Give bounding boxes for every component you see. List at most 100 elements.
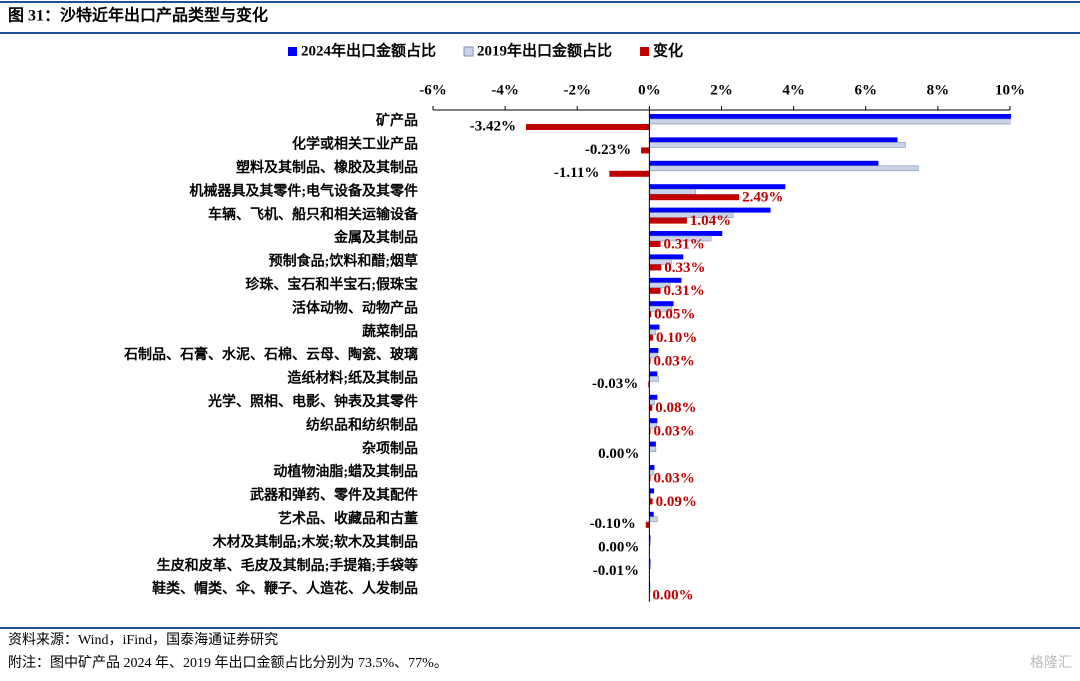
data-label: 0.00% xyxy=(598,540,639,556)
bar xyxy=(649,348,659,353)
category-label: 纺织品和纺织制品 xyxy=(306,416,418,433)
bar xyxy=(649,465,655,470)
bar xyxy=(649,188,696,195)
bar xyxy=(649,160,879,166)
x-tick-label: 6% xyxy=(855,82,878,98)
bar xyxy=(649,558,651,564)
source: 资料来源：Wind，iFind，国泰海通证券研究 xyxy=(8,632,278,648)
bar xyxy=(649,488,655,494)
category-label: 珍珠、宝石和半宝石;假珠宝 xyxy=(245,276,418,293)
bar xyxy=(649,376,659,382)
data-label: 0.31% xyxy=(664,236,705,252)
watermark: 格隆汇 xyxy=(1030,655,1072,671)
category-label: 矿产品 xyxy=(376,112,418,129)
data-label: -1.11% xyxy=(554,165,599,181)
bar xyxy=(649,311,652,318)
data-label: 0.00% xyxy=(598,446,639,462)
legend-swatch xyxy=(463,46,474,57)
data-label: 0.09% xyxy=(656,494,697,510)
category-label: 生皮和皮革、毛皮及其制品;手提箱;手袋等 xyxy=(157,557,418,574)
data-label: -0.10% xyxy=(590,516,636,532)
x-tick-label: -6% xyxy=(419,82,447,98)
bar xyxy=(649,334,653,341)
legend-label: 变化 xyxy=(653,41,683,59)
data-label: 0.31% xyxy=(664,283,705,299)
bar xyxy=(649,475,651,481)
x-tick-label: 2% xyxy=(710,82,733,98)
category-label: 金属及其制品 xyxy=(333,229,418,246)
x-tick-label: -4% xyxy=(491,82,519,98)
bar xyxy=(649,516,658,523)
legend-swatch xyxy=(288,47,297,56)
category-label: 预制食品;饮料和醋;烟草 xyxy=(269,253,418,270)
bar xyxy=(649,394,658,400)
data-label: 2.49% xyxy=(742,190,783,206)
bar xyxy=(649,142,906,148)
category-label: 塑料及其制品、橡胶及其制品 xyxy=(236,159,418,176)
data-label: 0.08% xyxy=(655,400,696,416)
category-label: 造纸材料;纸及其制品 xyxy=(287,370,418,387)
data-label: -0.03% xyxy=(592,376,638,392)
category-label: 机械器具及其零件;电气设备及其零件 xyxy=(189,182,418,199)
x-tick-label: 4% xyxy=(782,82,805,98)
bar xyxy=(649,324,660,330)
legend-label: 2019年出口金额占比 xyxy=(477,41,612,59)
category-label: 艺术品、收藏品和古董 xyxy=(278,510,418,527)
category-label: 光学、照相、电影、钟表及其零件 xyxy=(207,393,418,410)
bar xyxy=(649,231,723,236)
bar xyxy=(526,124,650,130)
data-label: -3.42% xyxy=(470,118,516,134)
bar xyxy=(649,114,1011,119)
bar xyxy=(649,329,657,335)
bar xyxy=(649,446,657,452)
category-label: 武器和弹药、零件及其配件 xyxy=(250,487,418,504)
category-label: 石制品、石膏、水泥、石棉、云母、陶瓷、玻璃 xyxy=(123,346,418,363)
bar xyxy=(649,184,786,190)
data-label: 0.03% xyxy=(653,424,694,440)
bar xyxy=(649,535,651,541)
data-label: 0.05% xyxy=(654,307,695,323)
x-tick-label: 8% xyxy=(927,82,950,98)
bar xyxy=(649,264,662,271)
bar xyxy=(649,404,653,411)
bar xyxy=(649,498,653,505)
bar xyxy=(641,147,650,154)
bar xyxy=(649,277,682,283)
bar xyxy=(649,217,687,224)
x-tick-label: 0% xyxy=(638,82,661,98)
bar xyxy=(649,418,658,424)
data-label: 0.00% xyxy=(652,587,693,603)
bar xyxy=(649,399,655,406)
bar xyxy=(645,521,650,528)
bar xyxy=(649,118,1011,125)
bar xyxy=(649,301,674,307)
legend-swatch xyxy=(640,47,650,56)
data-label: -0.01% xyxy=(593,563,639,579)
bar xyxy=(649,241,661,247)
category-label: 活体动物、动物产品 xyxy=(292,299,418,316)
bar xyxy=(649,358,651,364)
bar xyxy=(649,254,684,260)
category-label: 鞋类、帽类、伞、鞭子、人造花、人发制品 xyxy=(152,580,418,597)
bar xyxy=(649,287,661,294)
bar xyxy=(649,207,771,213)
data-label: 0.33% xyxy=(664,260,705,276)
x-tick-label: 10% xyxy=(995,82,1025,98)
x-tick-label: -2% xyxy=(564,82,592,98)
bar xyxy=(649,371,658,377)
data-label: 0.03% xyxy=(653,353,694,369)
chart-title: 图 31：沙特近年出口产品类型与变化 xyxy=(8,6,268,25)
bar xyxy=(609,170,650,177)
bar xyxy=(649,137,898,143)
data-label: 0.10% xyxy=(656,330,697,346)
bar xyxy=(649,511,654,517)
data-label: 0.03% xyxy=(653,470,694,486)
bar xyxy=(648,381,650,388)
bar xyxy=(649,441,656,447)
category-label: 蔬菜制品 xyxy=(362,323,418,340)
note: 附注：图中矿产品 2024 年、2019 年出口金额占比分别为 73.5%、77… xyxy=(8,655,448,671)
category-label: 化学或相关工业产品 xyxy=(292,136,418,153)
data-label: -0.23% xyxy=(585,142,631,158)
